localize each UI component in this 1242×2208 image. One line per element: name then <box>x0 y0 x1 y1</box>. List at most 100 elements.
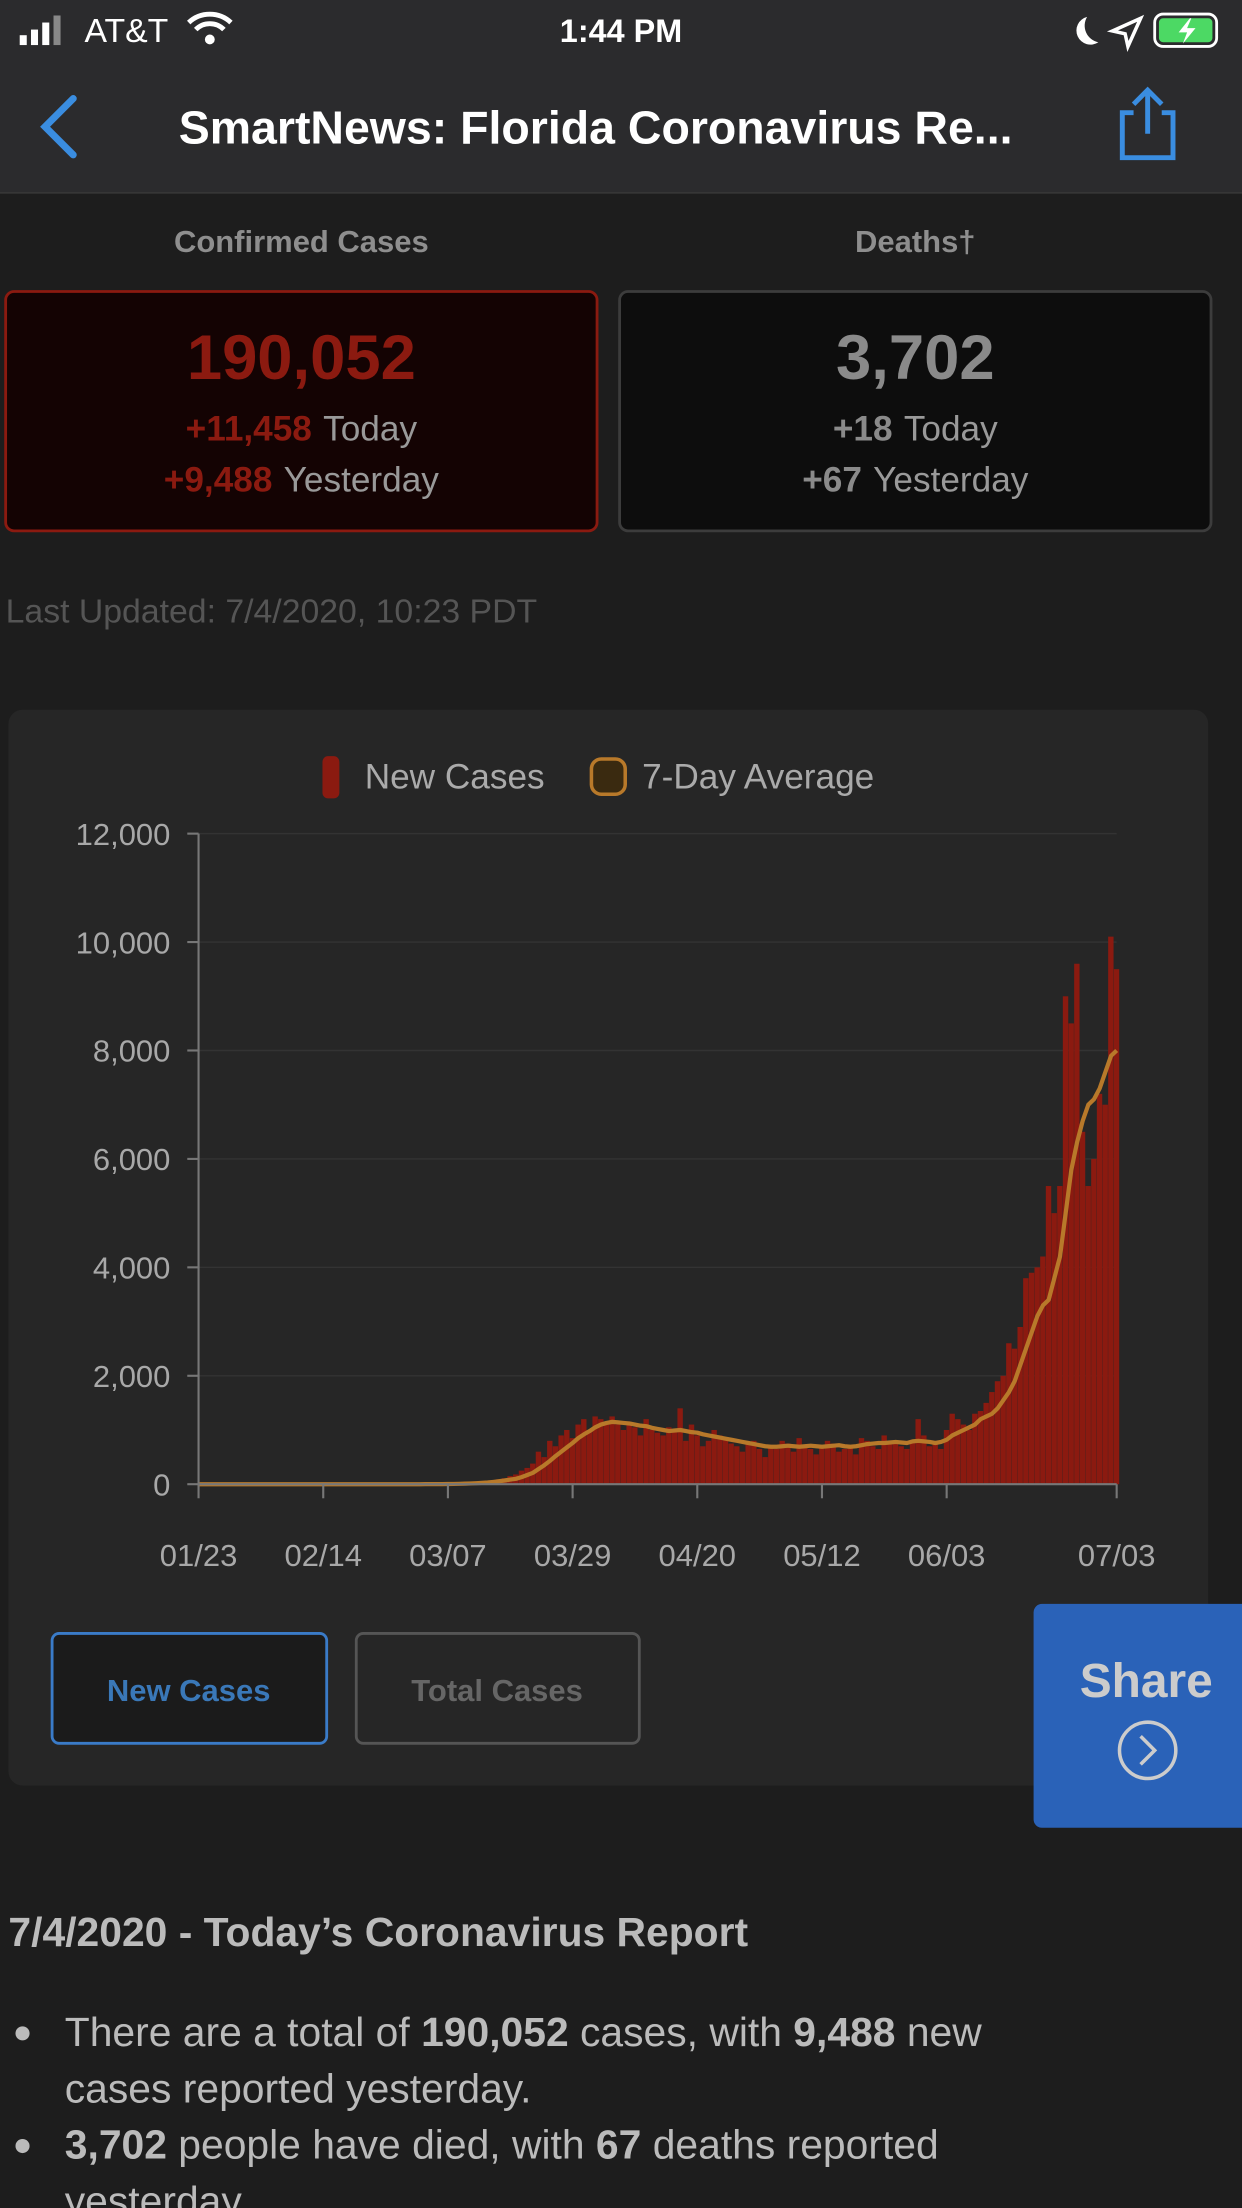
bar <box>734 1446 740 1485</box>
bar <box>932 1443 938 1485</box>
x-tick-label: 05/12 <box>783 1538 861 1573</box>
bar <box>773 1448 780 1485</box>
bar <box>921 1435 927 1485</box>
bar <box>626 1421 632 1485</box>
bar <box>909 1440 916 1485</box>
bar <box>1113 969 1120 1485</box>
battery-icon <box>1153 12 1219 48</box>
bar <box>569 1438 576 1485</box>
nav-title: SmartNews: Florida Coronavirus Re... <box>179 102 1013 154</box>
report-segment: people have died, with <box>167 2122 596 2168</box>
y-tick-label: 6,000 <box>93 1142 171 1177</box>
bar <box>994 1381 1001 1485</box>
bar <box>904 1448 910 1485</box>
bar <box>1108 936 1114 1485</box>
delta: +9,488 <box>164 460 273 499</box>
x-tick-label: 02/14 <box>284 1538 362 1573</box>
y-tick-label: 4,000 <box>93 1251 171 1286</box>
bar <box>564 1429 570 1485</box>
bar <box>1091 1158 1097 1485</box>
share-label[interactable]: Share <box>1080 1655 1213 1708</box>
share-chevron <box>1139 1735 1158 1766</box>
bar <box>1068 1023 1074 1485</box>
bar <box>813 1454 819 1485</box>
charge-icon <box>1178 18 1196 44</box>
bar <box>1057 1186 1063 1485</box>
back-button[interactable] <box>40 95 77 159</box>
report-segment: 190,052 <box>421 2009 569 2055</box>
legend-label: 7-Day Average <box>642 758 874 797</box>
x-tick-label: 03/29 <box>534 1538 612 1573</box>
bar <box>887 1443 893 1485</box>
confirmed-box <box>4 290 599 533</box>
bar <box>966 1429 972 1485</box>
bar <box>654 1432 661 1485</box>
tab-label[interactable]: Total Cases <box>411 1673 583 1708</box>
bar <box>875 1448 882 1485</box>
bar <box>722 1438 729 1485</box>
report-line: 3,702 people have died, with 67 deaths r… <box>65 2122 939 2168</box>
delta-label: Today <box>904 410 998 449</box>
tab-button[interactable] <box>50 1632 329 1745</box>
bar <box>949 1413 955 1485</box>
bar <box>666 1427 672 1485</box>
wifi-dot <box>204 34 215 45</box>
yesterday-line: +9,488 Yesterday <box>164 460 439 499</box>
bar <box>892 1440 899 1485</box>
bar <box>824 1440 831 1485</box>
bar <box>938 1448 944 1485</box>
bar <box>819 1446 825 1485</box>
bar <box>671 1429 678 1485</box>
tab-label[interactable]: New Cases <box>107 1673 271 1708</box>
bar <box>858 1438 865 1485</box>
bar <box>989 1392 995 1485</box>
bar <box>768 1446 774 1485</box>
bar <box>972 1413 978 1485</box>
bar <box>1045 1186 1052 1485</box>
bar <box>955 1419 961 1485</box>
last-updated: Last Updated: 7/4/2020, 10:23 PDT <box>6 592 537 630</box>
legend-label: New Cases <box>365 758 545 797</box>
bar <box>700 1446 706 1485</box>
bar <box>864 1440 870 1485</box>
x-tick-label: 03/07 <box>409 1538 487 1573</box>
tab-button[interactable] <box>354 1632 641 1745</box>
chart: 0 2,000 4,000 6,000 8,000 10,000 12,000 01/23 02… <box>76 756 1155 1573</box>
bar <box>677 1408 683 1485</box>
bar <box>960 1424 967 1485</box>
x-tick-label: 01/23 <box>160 1538 238 1573</box>
bar <box>881 1435 887 1485</box>
report-title: 7/4/2020 - Today’s Coronavirus Report <box>8 1909 748 1955</box>
bar <box>598 1419 604 1485</box>
delta: +11,458 <box>186 410 312 449</box>
share-button[interactable] <box>1033 1603 1242 1828</box>
report-segment: 9,488 <box>793 2009 895 2055</box>
bar <box>705 1440 712 1485</box>
bar <box>756 1448 763 1485</box>
bar <box>1040 1256 1046 1485</box>
bar <box>926 1446 933 1485</box>
share-icon[interactable] <box>1119 86 1176 161</box>
bar <box>688 1424 695 1485</box>
bar <box>558 1435 564 1485</box>
legend-swatch <box>589 757 627 796</box>
bar <box>592 1416 598 1485</box>
bar <box>683 1440 689 1485</box>
bar <box>620 1429 627 1485</box>
bar <box>1028 1272 1035 1485</box>
bar <box>711 1429 717 1485</box>
bar <box>649 1429 655 1485</box>
share-arrow <box>1117 1720 1178 1781</box>
delta-label: Yesterday <box>284 460 440 499</box>
y-tick-label: 8,000 <box>93 1034 171 1069</box>
report-segment: deaths reported <box>641 2122 938 2168</box>
delta: +67 <box>802 460 862 499</box>
bar <box>1034 1267 1040 1485</box>
bar <box>739 1451 746 1485</box>
bar <box>615 1424 621 1485</box>
bar <box>1074 963 1080 1485</box>
deaths-total: 3,702 <box>836 323 995 393</box>
bar <box>1051 1213 1057 1485</box>
report-segment: cases reported yesterday. <box>65 2065 532 2111</box>
bar <box>586 1429 593 1485</box>
